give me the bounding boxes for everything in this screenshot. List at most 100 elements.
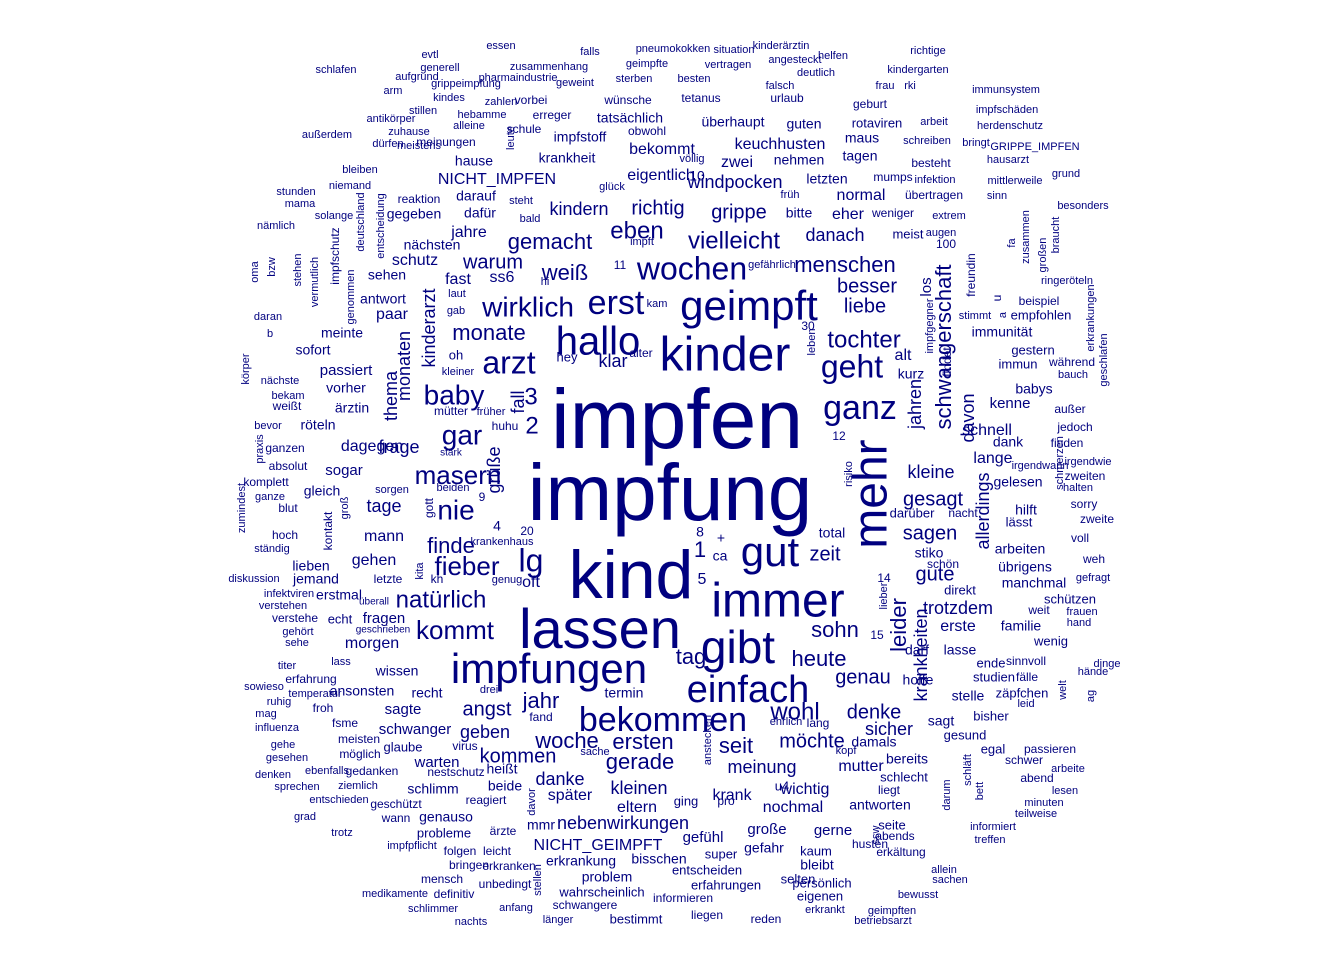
cloud-word-erreger: erreger: [533, 108, 572, 122]
cloud-word-beispiel: beispiel: [1019, 294, 1060, 308]
cloud-word-baby: baby: [424, 379, 485, 410]
cloud-word-temperatur: temperatur: [288, 688, 342, 700]
cloud-word-oft: oft: [522, 574, 540, 591]
cloud-word-angesteckt: angesteckt: [768, 54, 821, 66]
cloud-word-angst: angst: [463, 698, 512, 720]
cloud-word-zeit: zeit: [809, 543, 841, 565]
cloud-word-grossen: großen: [1037, 238, 1049, 273]
cloud-word-besonders: besonders: [1057, 200, 1109, 212]
cloud-word-wuensche: wünsche: [603, 93, 652, 107]
cloud-word-ganzen: ganzen: [265, 441, 304, 455]
cloud-word-stillen: stillen: [409, 105, 437, 117]
cloud-word-erfahrung: erfahrung: [285, 672, 336, 686]
cloud-word-a: a: [997, 311, 1009, 318]
cloud-word-super: super: [705, 846, 738, 861]
cloud-word-maus: maus: [845, 130, 879, 146]
cloud-word-haende: hände: [1078, 666, 1109, 678]
cloud-word-essen: essen: [486, 40, 515, 52]
cloud-word-klar: klar: [598, 351, 627, 371]
cloud-word-arm: arm: [384, 85, 403, 97]
cloud-word-seit: seit: [719, 733, 753, 758]
cloud-word-helfen: helfen: [818, 50, 848, 62]
cloud-word-definitiv: definitiv: [434, 887, 475, 901]
cloud-word-fsme: fsme: [332, 716, 358, 730]
cloud-word-kurz: kurz: [898, 366, 924, 382]
cloud-word-vertragen: vertragen: [705, 59, 751, 71]
cloud-word-bekommen: bekommen: [579, 701, 747, 739]
cloud-word-tetanus: tetanus: [681, 91, 720, 105]
cloud-word-bitte: bitte: [786, 205, 813, 221]
cloud-word-sterben: sterben: [616, 73, 653, 85]
cloud-word-trotz: trotz: [331, 827, 352, 839]
cloud-word-meistens: meistens: [397, 140, 442, 152]
cloud-word-nie: nie: [437, 494, 474, 525]
cloud-word-11: 11: [614, 258, 627, 272]
cloud-word-gefragt: gefragt: [1076, 572, 1110, 584]
cloud-word-schoen: schön: [927, 557, 959, 571]
cloud-word-immunitaet: immunität: [972, 324, 1033, 340]
cloud-word-bett: bett: [974, 782, 986, 800]
cloud-word-kindergarten: kindergarten: [887, 64, 948, 76]
cloud-word-glueck: glück: [599, 181, 625, 193]
cloud-word-grosse: große: [747, 821, 786, 838]
cloud-word-finde: finde: [427, 533, 475, 558]
cloud-word-medikamente: medikamente: [362, 888, 428, 900]
cloud-word-ausserdem: außerdem: [302, 129, 352, 141]
cloud-word-irgendwie: irgendwie: [1064, 456, 1111, 468]
cloud-word-alt: alt: [895, 347, 912, 364]
cloud-word-aerzte: ärzte: [490, 824, 517, 838]
cloud-word-immer: immer: [711, 575, 844, 628]
cloud-word-jahr: jahr: [522, 688, 560, 713]
cloud-word-liegen: liegen: [691, 908, 723, 922]
cloud-word-impfschaeden: impfschäden: [976, 104, 1038, 116]
cloud-word-wissen: wissen: [375, 663, 419, 679]
cloud-word-leicht: leicht: [483, 844, 512, 858]
cloud-word-kinder: kinder: [660, 329, 791, 382]
cloud-word-gross: groß: [339, 496, 351, 519]
cloud-word-lassen: lassen: [519, 597, 681, 660]
cloud-word-geht: geht: [821, 348, 883, 384]
cloud-word-b: b: [267, 328, 273, 340]
cloud-word-tochter: tochter: [827, 326, 900, 353]
cloud-word-ersten: ersten: [612, 729, 673, 754]
cloud-word-meist: meist: [892, 226, 923, 241]
cloud-word-influenza: influenza: [255, 722, 300, 734]
cloud-word-heisst: heißt: [486, 761, 517, 777]
cloud-word-antworten: antworten: [849, 797, 910, 813]
cloud-word-stunden: stunden: [276, 186, 315, 198]
cloud-word-oh: oh: [449, 347, 463, 362]
cloud-word-keuchhusten: keuchhusten: [735, 136, 826, 153]
cloud-word-hilft: hilft: [1015, 502, 1037, 518]
cloud-word-warum: warum: [462, 251, 523, 273]
cloud-word-ruhig: ruhig: [267, 696, 291, 708]
cloud-word-bauch: bauch: [1058, 369, 1088, 381]
cloud-word-thema: thema: [381, 370, 401, 421]
cloud-word-schwangerschaft: schwangerschaft: [931, 264, 956, 429]
cloud-word-danach: danach: [805, 225, 864, 245]
cloud-word-studien: studien: [973, 669, 1015, 684]
cloud-word-gab: gab: [447, 305, 465, 317]
cloud-word-kleine: kleine: [907, 462, 954, 482]
cloud-word-recht: recht: [411, 685, 442, 701]
cloud-word-geschlafen: geschlafen: [1098, 333, 1110, 386]
cloud-word-familie: familie: [1001, 618, 1042, 634]
cloud-word-dank: dank: [993, 434, 1024, 450]
cloud-word-allein: allein: [931, 864, 957, 876]
cloud-word-geimpft: geimpft: [680, 282, 818, 329]
cloud-word-hausarzt: hausarzt: [987, 154, 1029, 166]
cloud-word-monaten: monaten: [394, 331, 414, 401]
cloud-word-schlecht: schlecht: [880, 769, 928, 784]
cloud-word-glaube: glaube: [383, 739, 422, 754]
cloud-word-obwohl: obwohl: [628, 124, 666, 138]
cloud-word-geben: geben: [460, 722, 510, 742]
cloud-word-leben: leben: [806, 329, 818, 356]
cloud-word-fast: fast: [445, 271, 471, 288]
cloud-word-nacht: nacht: [948, 506, 978, 520]
cloud-word-drei: drei: [480, 684, 498, 696]
cloud-word-genau: genau: [835, 666, 891, 688]
cloud-word-kam: kam: [647, 298, 668, 310]
cloud-word-faelle: fälle: [1016, 670, 1038, 684]
cloud-word-los: los: [918, 277, 935, 296]
